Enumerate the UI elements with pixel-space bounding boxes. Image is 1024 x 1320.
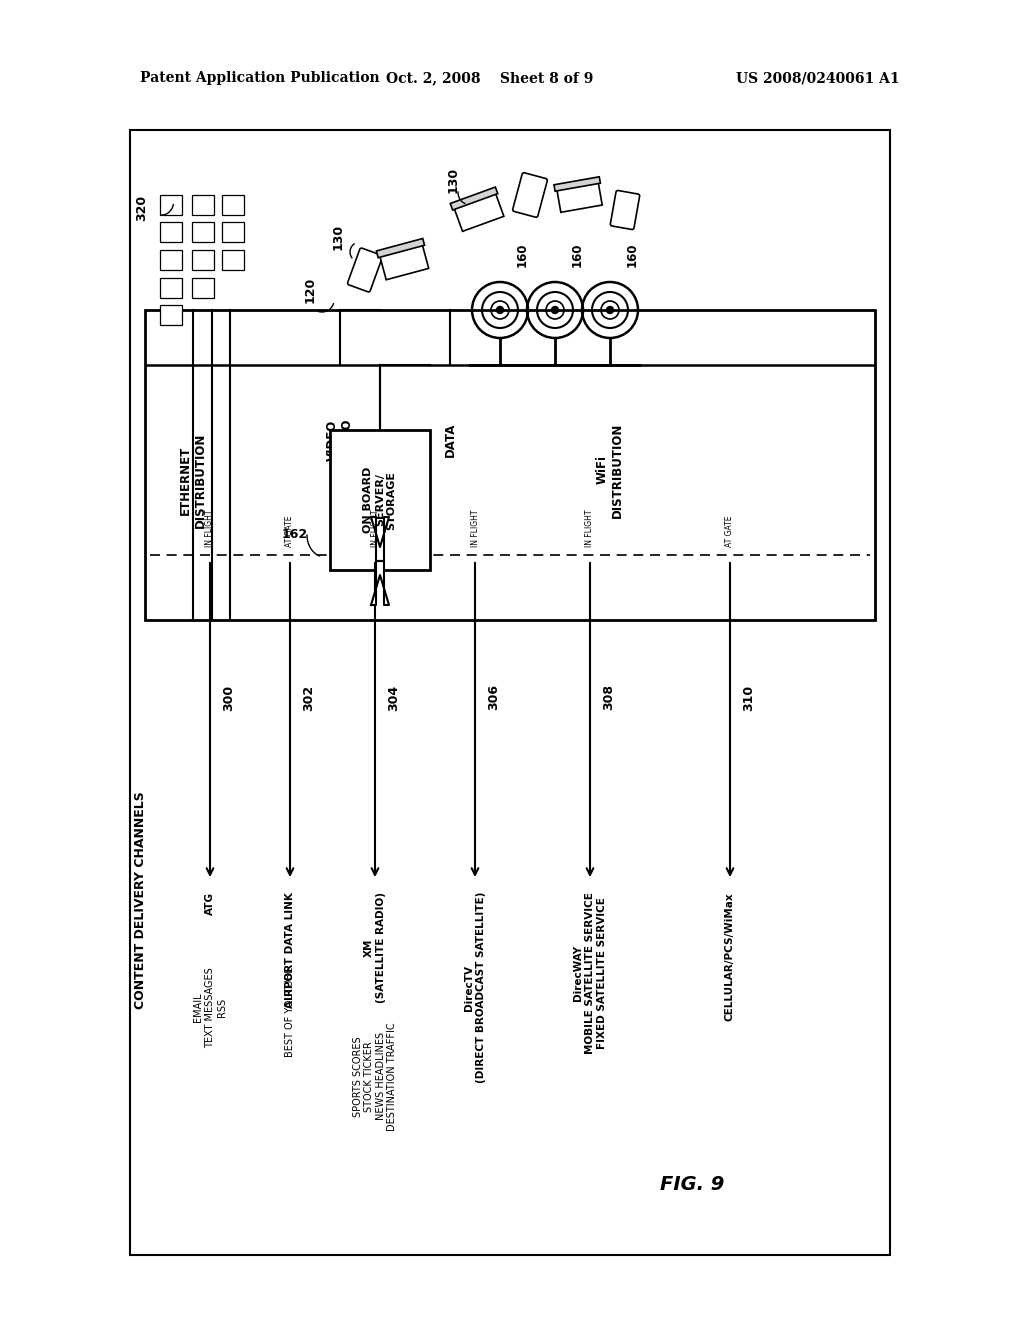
Text: FIG. 9: FIG. 9	[660, 1176, 724, 1195]
Text: AT GATE: AT GATE	[286, 516, 295, 546]
Text: ATG: ATG	[205, 892, 215, 915]
Bar	[222, 249, 244, 271]
Text: IN FLIGHT: IN FLIGHT	[470, 510, 479, 546]
Text: AT GATE: AT GATE	[725, 516, 734, 546]
Bar	[193, 222, 214, 242]
Text: IN FLIGHT: IN FLIGHT	[371, 510, 380, 546]
Bar	[193, 279, 214, 298]
Text: VIDEO
AUDIO: VIDEO AUDIO	[326, 418, 354, 461]
FancyBboxPatch shape	[377, 239, 425, 257]
FancyBboxPatch shape	[380, 244, 429, 280]
Text: US 2008/0240061 A1: US 2008/0240061 A1	[736, 71, 900, 84]
Text: 130: 130	[447, 166, 460, 193]
Text: 306: 306	[487, 685, 500, 710]
Bar	[330, 430, 430, 570]
Text: ETHERNET
DISTRIBUTION: ETHERNET DISTRIBUTION	[179, 433, 207, 528]
FancyBboxPatch shape	[455, 194, 504, 231]
Text: XM
(SATELLITE RADIO): XM (SATELLITE RADIO)	[365, 892, 386, 1003]
Text: 160: 160	[516, 243, 529, 267]
Bar	[222, 195, 244, 215]
Circle shape	[497, 306, 504, 314]
Bar	[130, 129, 890, 1255]
Text: IN FLIGHT: IN FLIGHT	[586, 510, 595, 546]
Text: EMAIL
TEXT MESSAGES
RSS: EMAIL TEXT MESSAGES RSS	[194, 968, 226, 1048]
Text: 160: 160	[626, 243, 639, 267]
Text: WiFi
DISTRIBUTION: WiFi DISTRIBUTION	[596, 422, 624, 517]
Text: AIRPORT DATA LINK: AIRPORT DATA LINK	[285, 892, 295, 1008]
Text: CONTENT DELIVERY CHANNELS: CONTENT DELIVERY CHANNELS	[133, 791, 146, 1008]
Bar	[222, 222, 244, 242]
FancyBboxPatch shape	[557, 182, 602, 213]
FancyBboxPatch shape	[610, 190, 640, 230]
Text: Oct. 2, 2008    Sheet 8 of 9: Oct. 2, 2008 Sheet 8 of 9	[386, 71, 594, 84]
Text: 302: 302	[302, 685, 315, 710]
Text: CELLULAR/PCS/WiMax: CELLULAR/PCS/WiMax	[725, 892, 735, 1020]
FancyBboxPatch shape	[347, 248, 382, 292]
Text: DirecTV
(DIRECT BROADCAST SATELLITE): DirecTV (DIRECT BROADCAST SATELLITE)	[464, 892, 485, 1084]
Circle shape	[552, 306, 558, 314]
Polygon shape	[371, 517, 389, 561]
Text: 304: 304	[387, 685, 400, 710]
Bar	[145, 310, 874, 620]
Text: ON BOARD
SERVER/
STORAGE: ON BOARD SERVER/ STORAGE	[364, 467, 396, 533]
Text: 308: 308	[602, 685, 615, 710]
Text: 300: 300	[222, 685, 234, 710]
Bar	[160, 195, 182, 215]
Text: 162: 162	[282, 528, 308, 541]
Bar	[193, 249, 214, 271]
Bar	[193, 195, 214, 215]
Text: DirecWAY
MOBILE SATELLITE SERVICE
FIXED SATELLITE SERVICE: DirecWAY MOBILE SATELLITE SERVICE FIXED …	[573, 892, 606, 1053]
Text: 120: 120	[303, 277, 316, 304]
Bar	[160, 305, 182, 325]
Text: IN FLIGHT: IN FLIGHT	[206, 510, 214, 546]
FancyBboxPatch shape	[513, 173, 547, 218]
FancyBboxPatch shape	[451, 187, 498, 210]
Circle shape	[606, 306, 613, 314]
Text: 130: 130	[332, 224, 345, 249]
Text: SPORTS SCORES
STOCK TICKER
NEWS HEADLINES
DESTINATION TRAFFIC: SPORTS SCORES STOCK TICKER NEWS HEADLINE…	[352, 1022, 397, 1131]
Text: Patent Application Publication: Patent Application Publication	[140, 71, 380, 84]
Text: 310: 310	[742, 685, 755, 710]
Text: DATA: DATA	[443, 422, 457, 457]
Text: 320: 320	[135, 195, 148, 222]
Text: 160: 160	[571, 243, 584, 267]
FancyBboxPatch shape	[554, 177, 600, 191]
Bar	[160, 279, 182, 298]
Bar	[160, 249, 182, 271]
Bar	[160, 222, 182, 242]
Polygon shape	[371, 561, 389, 605]
Text: BEST OF YOUTUBE: BEST OF YOUTUBE	[285, 968, 295, 1057]
